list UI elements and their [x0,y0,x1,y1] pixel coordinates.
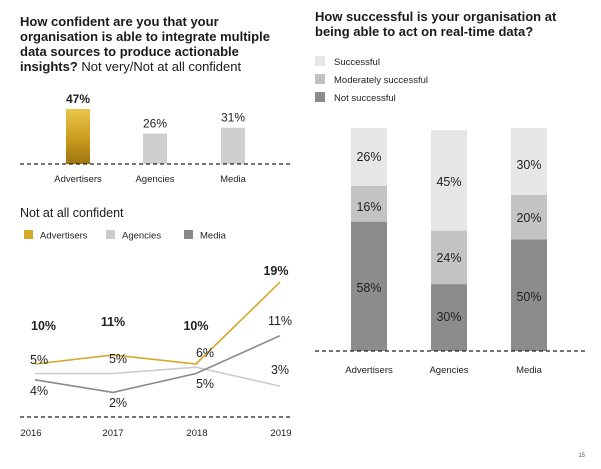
segment-not-successful [351,221,387,351]
agencies-point-label: 3% [271,363,289,377]
legend-swatch [315,56,325,66]
line-agencies [35,366,281,387]
segment-not-successful [511,239,547,351]
advertisers-point-label: 19% [263,264,288,278]
legend-swatch-advertisers [24,230,33,239]
legend-label: Agencies [122,231,161,242]
segment-value-label: 24% [436,251,461,265]
segment-value-label: 30% [436,310,461,324]
segment-successful [511,128,547,195]
x-category-label: Advertisers [54,174,102,185]
chart1-question: How confident are you that your organisa… [20,14,270,74]
legend-swatch [315,92,325,102]
segment-value-label: 16% [356,200,381,214]
legend-swatch [315,74,325,84]
advertisers-point-label: 10% [31,319,56,333]
media-point-label: 4% [30,384,48,398]
legend-label: Media [200,231,227,242]
segment-moderately-successful [351,185,387,222]
chart3-title: How successful is your organisation at b… [315,9,557,39]
segment-value-label: 30% [516,158,541,172]
chart1-subtitle: Not very/Not at all confident [81,59,242,74]
line-advertisers [34,281,281,365]
agencies-point-label: 5% [109,352,127,366]
legend-label: Moderately successful [334,75,428,86]
media-point-label: 11% [268,314,292,328]
segment-value-label: 50% [516,290,541,304]
segment-successful [431,130,467,231]
media-point-label: 5% [196,377,214,391]
legend-label: Successful [334,57,380,68]
segment-not-successful [431,284,467,351]
x-category-label: Agencies [135,174,174,185]
chart2-title: Not at all confident [20,206,124,220]
agencies-point-label: 5% [30,353,48,367]
segment-successful [351,128,387,186]
segment-value-label: 58% [356,281,381,295]
advertisers-point-label: 10% [183,319,208,333]
bar-advertisers [66,109,90,164]
x-tick-label: 2018 [186,428,207,439]
bar-value-label: 47% [66,92,90,106]
chart1-title: How confident are you that your organisa… [20,14,295,74]
bar-media [221,127,245,164]
x-category-label: Agencies [429,365,468,376]
bar-agencies [143,133,167,164]
bar-value-label: 31% [221,111,245,125]
x-category-label: Media [220,174,247,185]
x-category-label: Advertisers [345,365,393,376]
legend-swatch-agencies [106,230,115,239]
legend-swatch-media [184,230,193,239]
page-number: 15 [578,453,585,459]
media-point-label: 2% [109,396,127,410]
legend-label: Not successful [334,93,396,104]
x-tick-label: 2016 [20,428,41,439]
segment-moderately-successful [511,194,547,240]
x-tick-label: 2019 [270,428,291,439]
segment-value-label: 45% [436,175,461,189]
bar-value-label: 26% [143,117,167,131]
legend-label: Advertisers [40,231,88,242]
agencies-point-label: 6% [196,346,214,360]
x-tick-label: 2017 [102,428,123,439]
advertisers-point-label: 11% [101,315,125,329]
line-media [34,334,281,394]
segment-value-label: 26% [356,150,381,164]
segment-value-label: 20% [516,211,541,225]
x-category-label: Media [516,365,543,376]
segment-moderately-successful [431,230,467,285]
